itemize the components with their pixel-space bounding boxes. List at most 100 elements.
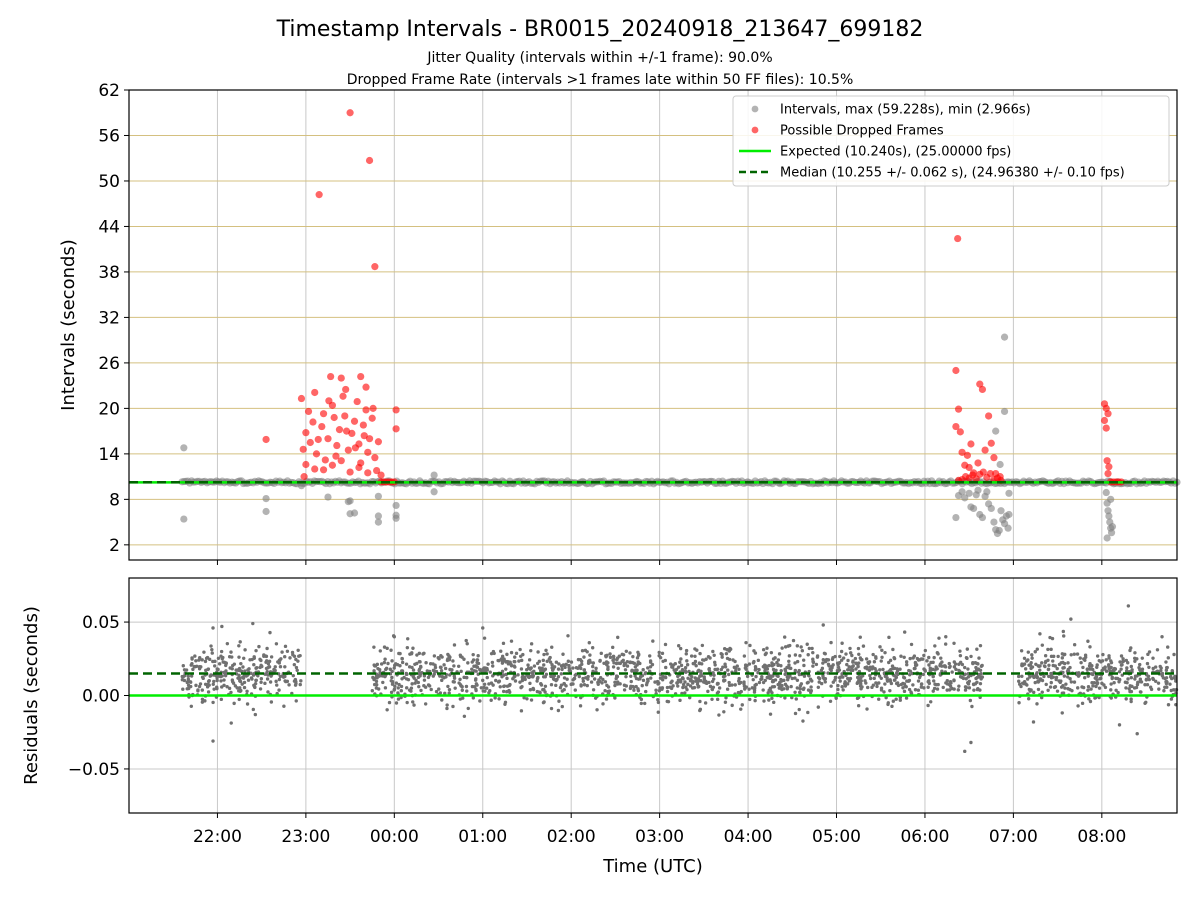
residual-point xyxy=(923,669,927,673)
residual-point xyxy=(563,665,567,670)
residual-point xyxy=(616,666,620,671)
residual-point xyxy=(934,683,938,687)
residual-point xyxy=(1061,691,1066,695)
residual-point xyxy=(965,647,970,651)
residual-point xyxy=(689,677,693,682)
residual-point xyxy=(1173,674,1177,679)
residual-point xyxy=(498,685,502,689)
residual-point xyxy=(451,704,455,709)
residual-point xyxy=(434,689,439,694)
residual-point xyxy=(438,674,442,678)
residual-point xyxy=(1068,677,1072,681)
residual-point xyxy=(465,642,469,646)
residual-point xyxy=(606,667,610,672)
residual-point xyxy=(623,668,628,672)
residual-point xyxy=(1125,680,1129,685)
residual-point xyxy=(1081,665,1085,670)
residual-point xyxy=(681,682,686,687)
residual-point xyxy=(648,665,653,669)
residual-outlier-6 xyxy=(1126,604,1131,608)
residual-point xyxy=(637,652,641,657)
residual-point xyxy=(439,668,444,673)
residual-point xyxy=(800,649,805,653)
residual-point xyxy=(753,651,758,655)
residual-point xyxy=(624,674,628,679)
residual-point xyxy=(625,664,630,668)
interval-point-51 xyxy=(1105,512,1113,520)
residual-point xyxy=(807,646,811,651)
residual-point xyxy=(761,680,766,685)
residual-point xyxy=(926,703,930,708)
bottom-ytick-label-0: −0.05 xyxy=(68,760,120,780)
residual-point xyxy=(739,707,743,711)
dropped-frame-point-2 xyxy=(300,473,308,481)
residual-point xyxy=(514,651,519,656)
residual-point xyxy=(830,657,835,662)
residual-point xyxy=(618,661,623,666)
residual-point xyxy=(616,635,620,640)
residual-point xyxy=(569,660,574,664)
residual-point xyxy=(806,710,810,715)
residual-point xyxy=(522,696,526,700)
residual-outlier-1 xyxy=(211,626,215,630)
residual-point xyxy=(1116,690,1120,695)
interval-point-4 xyxy=(297,482,306,490)
residual-point xyxy=(972,688,976,692)
residual-point xyxy=(1172,652,1176,657)
residual-point xyxy=(500,654,505,659)
residual-point xyxy=(880,655,884,659)
interval-point-18 xyxy=(952,513,960,522)
residual-point xyxy=(1129,646,1133,650)
dropped-frame-point-38 xyxy=(371,454,379,462)
residual-point xyxy=(1145,683,1150,687)
residual-point xyxy=(795,686,800,690)
residual-point xyxy=(440,675,445,679)
interval-point-50 xyxy=(1104,507,1112,515)
residual-point xyxy=(267,665,272,669)
residual-point xyxy=(875,684,879,689)
residual-point xyxy=(550,668,555,672)
residual-point xyxy=(806,688,811,692)
residual-point xyxy=(872,660,877,664)
dropped-frame-point-22 xyxy=(330,413,338,422)
residual-point xyxy=(1079,660,1083,665)
residual-point xyxy=(417,684,421,689)
residual-point xyxy=(405,672,409,676)
residual-point xyxy=(1097,658,1101,663)
residual-point xyxy=(798,653,802,658)
residual-point xyxy=(743,686,747,690)
residual-point xyxy=(1159,666,1163,670)
residual-point xyxy=(661,674,665,679)
residual-point xyxy=(416,675,421,680)
residual-point xyxy=(276,660,280,664)
dropped-frame-point-46 xyxy=(337,457,345,465)
residual-point xyxy=(844,652,848,656)
residual-point xyxy=(262,654,266,658)
residual-point xyxy=(698,651,702,656)
residual-point xyxy=(1077,673,1081,677)
residual-point xyxy=(656,700,661,705)
residual-point xyxy=(829,668,833,673)
residual-point xyxy=(598,675,603,680)
residual-point xyxy=(410,665,414,670)
residual-point xyxy=(882,690,886,694)
residual-point xyxy=(703,701,708,705)
residual-point xyxy=(1068,665,1072,670)
residual-point xyxy=(1109,696,1113,700)
residual-point xyxy=(1164,660,1168,664)
residual-point xyxy=(868,673,872,678)
residual-point xyxy=(1062,665,1066,670)
residual-point xyxy=(771,657,776,661)
residual-point xyxy=(694,664,698,668)
residual-point xyxy=(595,708,599,712)
top-ytick-label-0: 2 xyxy=(109,536,120,556)
residual-point xyxy=(551,677,556,681)
residual-point xyxy=(613,680,617,684)
residual-point xyxy=(747,662,752,666)
residual-point xyxy=(411,646,415,650)
residual-point xyxy=(444,675,448,679)
residual-point xyxy=(690,674,694,679)
residual-point xyxy=(927,655,931,660)
residual-point xyxy=(1020,674,1024,678)
